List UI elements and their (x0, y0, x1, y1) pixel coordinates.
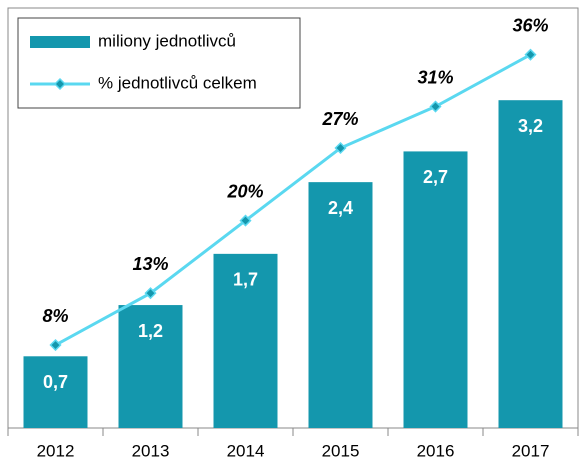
marker (524, 48, 537, 61)
bar-label: 2,4 (328, 198, 353, 218)
legend-swatch (30, 36, 90, 48)
bar (498, 100, 563, 428)
legend-box (17, 17, 301, 109)
bar (308, 182, 373, 428)
x-tick-label: 2012 (37, 441, 75, 460)
bar-label: 0,7 (43, 372, 68, 392)
bar-label: 1,7 (233, 270, 258, 290)
line-label: 13% (132, 254, 168, 274)
bar (23, 356, 88, 428)
legend-label: % jednotlivců celkem (98, 73, 257, 92)
x-tick-label: 2017 (512, 441, 550, 460)
line-label: 20% (226, 181, 263, 201)
bar (403, 151, 468, 429)
marker (144, 287, 157, 300)
marker (429, 100, 442, 113)
marker (49, 338, 62, 352)
bar (213, 253, 278, 428)
line-label: 31% (417, 67, 453, 87)
line-label: 8% (42, 306, 68, 326)
legend-label: miliony jednotlivců (98, 31, 236, 50)
x-tick-label: 2013 (132, 441, 170, 460)
bar-label: 2,7 (423, 167, 448, 187)
bar (118, 305, 183, 428)
line-label: 27% (321, 109, 358, 129)
marker (239, 214, 252, 227)
bar-label: 3,2 (518, 116, 543, 136)
line (54, 53, 532, 347)
x-tick-label: 2014 (227, 441, 265, 460)
x-tick-label: 2016 (417, 441, 455, 460)
x-tick-label: 2015 (322, 441, 360, 460)
marker (334, 141, 347, 155)
legend-marker (53, 77, 67, 91)
bar-label: 1,2 (138, 321, 163, 341)
line-label: 36% (512, 15, 548, 35)
